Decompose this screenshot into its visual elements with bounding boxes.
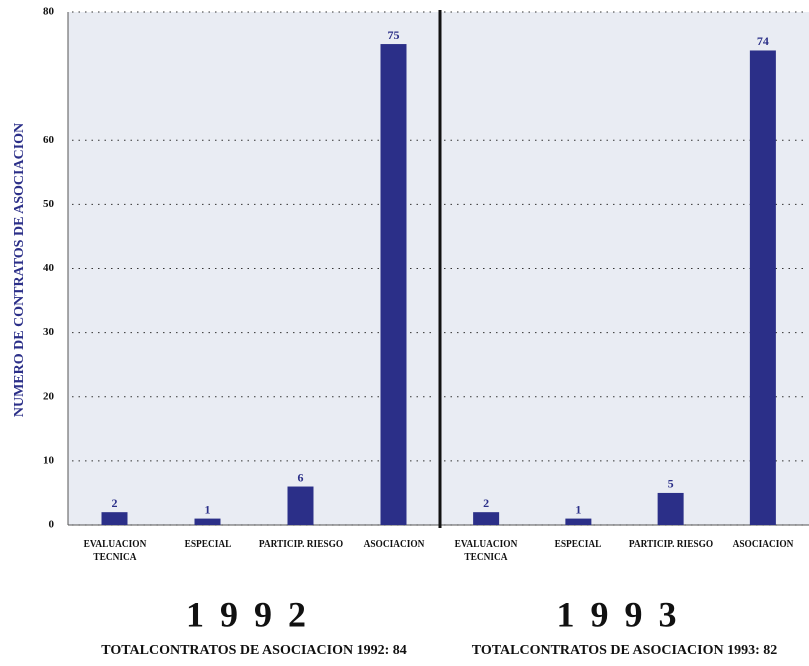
total-subtitle: TOTALCONTRATOS DE ASOCIACION 1992: 84: [101, 643, 406, 658]
y-axis-title: NUMERO DE CONTRATOS DE ASOCIACION: [12, 123, 27, 417]
bar: [380, 44, 407, 525]
bar: [473, 512, 500, 525]
data-label: 1: [205, 502, 211, 516]
data-label: 2: [112, 496, 118, 510]
y-tick-label: 50: [43, 198, 55, 210]
y-tick-label: 30: [43, 326, 55, 338]
x-tick-label: ESPECIAL: [554, 538, 602, 550]
bar: [749, 50, 776, 525]
year-title: 1993: [557, 594, 693, 634]
data-label: 74: [757, 34, 769, 48]
total-subtitle: TOTALCONTRATOS DE ASOCIACION 1993: 82: [472, 643, 777, 658]
bar: [657, 492, 684, 525]
y-tick-label: 40: [43, 262, 55, 274]
y-tick-label: 80: [43, 6, 55, 18]
bar: [565, 518, 592, 525]
x-tick-label: PARTICIP. RIESGO: [258, 538, 343, 550]
data-label: 5: [668, 477, 674, 491]
y-tick-label: 60: [43, 134, 55, 146]
y-tick-label: 0: [49, 519, 55, 531]
year-title: 1992: [186, 594, 322, 634]
x-tick-label: EVALUACION TECNICA: [454, 538, 518, 563]
data-label: 75: [388, 28, 400, 42]
bar: [194, 518, 221, 525]
x-tick-label: PARTICIP. RIESGO: [628, 538, 713, 550]
x-tick-label: ASOCIACION: [363, 538, 424, 550]
bar: [287, 486, 314, 525]
x-tick-label: ASOCIACION: [732, 538, 794, 550]
y-tick-label: 10: [43, 454, 55, 466]
data-label: 6: [298, 470, 304, 484]
data-label: 1: [575, 502, 581, 516]
y-tick-label: 20: [43, 390, 55, 402]
x-tick-label: ESPECIAL: [184, 538, 231, 550]
data-label: 2: [483, 496, 489, 510]
bar: [101, 512, 128, 525]
x-tick-label: EVALUACION TECNICA: [83, 538, 146, 563]
